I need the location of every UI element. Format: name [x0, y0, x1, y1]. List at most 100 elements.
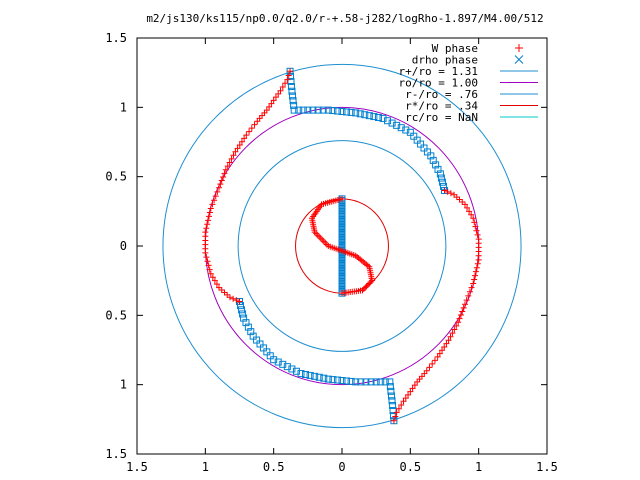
drho-point: [365, 112, 373, 120]
w-point: [436, 350, 443, 357]
drho-point: [292, 367, 300, 375]
drho-point: [329, 107, 337, 115]
drho-point: [438, 178, 446, 186]
drho-point: [247, 328, 255, 336]
y-tick-label: 1.5: [105, 447, 127, 461]
w-point: [217, 181, 224, 188]
drho-point: [309, 106, 317, 114]
w-point: [266, 103, 273, 110]
w-point: [236, 298, 243, 305]
w-point: [411, 382, 418, 389]
w-point: [444, 188, 451, 195]
drho-point: [343, 377, 351, 385]
w-point: [426, 364, 433, 371]
drho-point: [249, 332, 257, 340]
drho-point: [343, 108, 351, 116]
w-point: [443, 340, 450, 347]
w-point: [402, 395, 409, 402]
drho-point: [377, 378, 385, 386]
w-point: [429, 360, 436, 367]
w-point: [205, 217, 212, 224]
series-layer: [202, 67, 482, 425]
y-tick-label: 0.5: [105, 308, 127, 322]
w-point: [316, 233, 323, 240]
w-point: [360, 285, 367, 292]
w-point: [206, 266, 213, 273]
w-point: [211, 197, 218, 204]
drho-point: [304, 106, 312, 114]
drho-point: [374, 114, 382, 122]
w-point: [230, 295, 237, 302]
drho-point: [290, 101, 298, 109]
w-point: [272, 94, 279, 101]
drho-point: [437, 174, 445, 182]
w-point: [453, 322, 460, 329]
w-point: [474, 260, 481, 267]
w-point: [287, 68, 294, 75]
drho-point: [402, 126, 410, 134]
w-point: [241, 135, 248, 142]
w-point: [445, 337, 452, 344]
w-point: [209, 274, 216, 281]
w-point: [466, 288, 473, 295]
w-point: [471, 219, 478, 226]
w-point: [364, 281, 371, 288]
w-point: [441, 187, 448, 194]
w-point: [455, 319, 462, 326]
w-point: [226, 159, 233, 166]
w-point: [472, 223, 479, 230]
w-point: [207, 270, 214, 277]
drho-point: [302, 370, 310, 378]
w-point: [474, 231, 481, 238]
drho-point: [338, 377, 346, 385]
w-point: [451, 191, 458, 198]
w-point: [212, 193, 219, 200]
drho-point: [289, 97, 297, 105]
x-tick-label: 0: [338, 460, 345, 474]
y-tick-label: 0.5: [105, 170, 127, 184]
w-point: [270, 97, 277, 104]
drho-point: [239, 310, 247, 318]
w-point: [447, 333, 454, 340]
w-point: [205, 262, 212, 269]
w-point: [282, 80, 289, 87]
drho-point: [287, 83, 295, 91]
x-tick-label: 1: [202, 460, 209, 474]
w-point: [423, 367, 430, 374]
drho-point: [347, 108, 355, 116]
w-point: [214, 188, 221, 195]
w-point: [319, 236, 326, 243]
y-tick-label: 0: [120, 239, 127, 253]
drho-point: [297, 370, 305, 378]
drho-point: [386, 383, 394, 391]
drho-point: [386, 378, 394, 386]
drho-point: [381, 378, 389, 386]
w-point: [224, 163, 231, 170]
w-point: [213, 281, 220, 288]
drho-point: [362, 378, 370, 386]
w-point: [209, 201, 216, 208]
drho-point: [274, 358, 282, 366]
w-point: [205, 213, 212, 220]
w-point: [400, 398, 407, 405]
w-point: [466, 208, 473, 215]
w-point: [465, 292, 472, 299]
axis-ticks: 1.5 1 0.5 0 0.5 1 1.51.510.500.511.5: [105, 31, 558, 474]
w-point: [431, 357, 438, 364]
w-point: [471, 276, 478, 283]
legend-label: rc/ro = NaN: [405, 111, 478, 124]
drho-point: [361, 111, 369, 119]
w-point: [285, 72, 292, 79]
w-point: [447, 190, 454, 197]
w-point: [460, 304, 467, 311]
w-point: [449, 330, 456, 337]
w-point: [232, 148, 239, 155]
y-tick-label: 1: [120, 378, 127, 392]
w-point: [472, 268, 479, 275]
drho-point: [387, 387, 395, 395]
drho-point: [379, 114, 387, 122]
drho-point: [338, 107, 346, 115]
drho-point: [388, 119, 396, 127]
drho-point: [289, 92, 297, 100]
